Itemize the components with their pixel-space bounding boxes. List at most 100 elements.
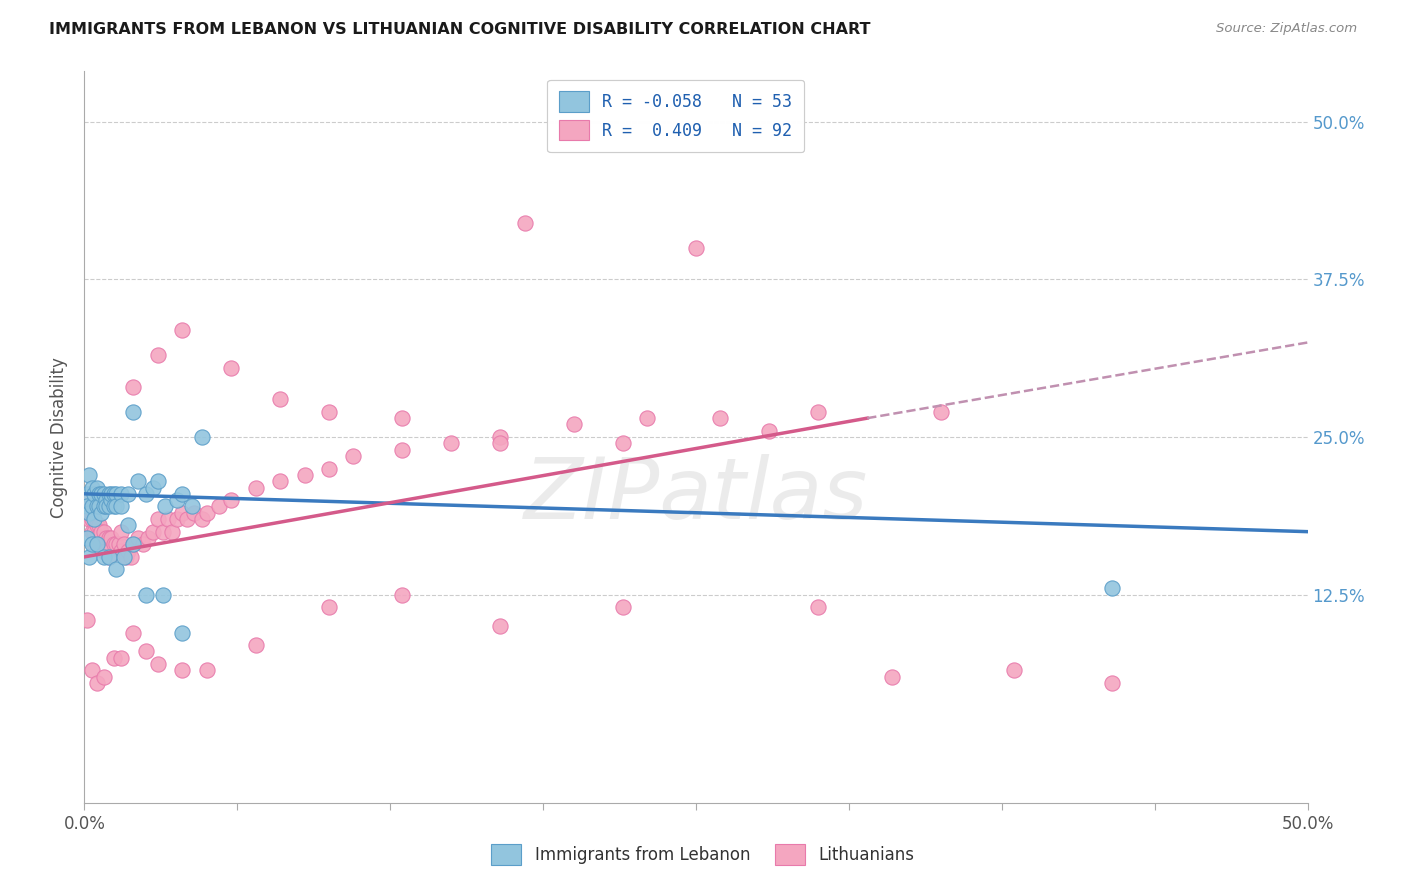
Point [83,487,105,501]
Point [685,241,707,255]
Point [166,493,188,508]
Point [110,543,132,558]
Point [96,493,118,508]
Point [153,500,176,514]
Point [709,411,731,425]
Point [87,518,110,533]
Point [76,531,98,545]
Point [110,500,132,514]
Point [117,487,139,501]
Point [219,493,242,508]
Point [120,549,142,564]
Point [117,543,139,558]
Point [181,500,204,514]
Point [77,549,100,564]
Point [105,537,128,551]
Point [135,487,157,501]
Point [80,664,103,678]
Point [142,481,165,495]
Point [122,537,145,551]
Point [135,644,157,658]
Point [80,524,103,539]
Point [269,392,291,407]
Point [105,500,128,514]
Point [152,588,174,602]
Point [90,487,112,501]
Point [807,405,830,419]
Point [93,487,115,501]
Point [172,323,194,337]
Point [103,537,125,551]
Point [80,537,103,551]
Point [191,512,214,526]
Point [97,549,120,564]
Point [318,600,340,615]
Point [83,524,105,539]
Point [245,481,267,495]
Point [90,524,112,539]
Point [391,411,413,425]
Point [97,487,120,501]
Point [176,512,198,526]
Point [86,500,108,514]
Point [191,430,214,444]
Point [318,405,340,419]
Point [77,467,100,482]
Point [807,600,830,615]
Point [880,670,903,684]
Legend: R = -0.058   N = 53, R =  0.409   N = 92: R = -0.058 N = 53, R = 0.409 N = 92 [547,79,804,152]
Point [294,467,316,482]
Text: Source: ZipAtlas.com: Source: ZipAtlas.com [1216,22,1357,36]
Point [195,664,218,678]
Point [80,512,103,526]
Point [110,650,132,665]
Point [76,506,98,520]
Point [76,500,98,514]
Point [86,481,108,495]
Point [172,506,194,520]
Point [100,531,122,545]
Point [80,500,103,514]
Point [612,600,634,615]
Point [93,670,115,684]
Point [489,619,512,633]
Point [269,474,291,488]
Point [76,493,98,508]
Point [208,500,231,514]
Point [97,531,120,545]
Text: ZIPatlas: ZIPatlas [524,454,868,537]
Point [103,500,125,514]
Point [142,524,165,539]
Point [107,537,129,551]
Point [166,512,188,526]
Point [100,487,122,501]
Point [245,638,267,652]
Point [86,537,108,551]
Point [342,449,364,463]
Point [440,436,463,450]
Point [83,537,105,551]
Point [391,588,413,602]
Point [146,348,169,362]
Point [132,537,155,551]
Point [110,487,132,501]
Point [77,512,100,526]
Point [110,524,132,539]
Point [76,487,98,501]
Point [122,537,145,551]
Point [122,625,145,640]
Point [1101,676,1123,690]
Point [513,216,536,230]
Point [146,474,169,488]
Legend: Immigrants from Lebanon, Lithuanians: Immigrants from Lebanon, Lithuanians [481,834,925,875]
Point [90,506,112,520]
Point [172,487,194,501]
Point [87,500,110,514]
Point [83,512,105,526]
Point [87,537,110,551]
Point [117,518,139,533]
Point [97,500,120,514]
Point [172,664,194,678]
Point [195,506,218,520]
Point [136,531,159,545]
